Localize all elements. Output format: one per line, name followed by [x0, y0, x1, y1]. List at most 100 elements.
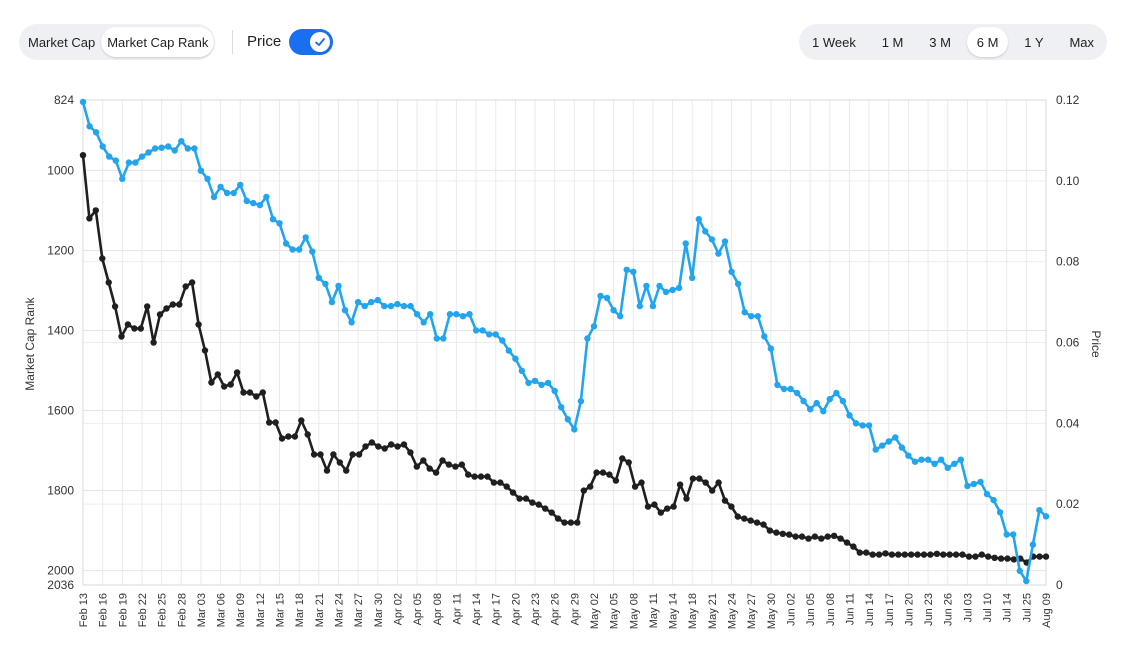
data-point — [944, 464, 951, 471]
data-point — [188, 279, 196, 286]
data-point — [805, 535, 812, 542]
data-point — [651, 501, 658, 508]
data-point — [400, 302, 408, 310]
data-point — [266, 419, 273, 426]
price-toggle[interactable] — [289, 29, 333, 55]
data-point — [728, 503, 735, 510]
data-point — [343, 467, 350, 474]
range-tab-6-months[interactable]: 6 M — [966, 27, 1009, 57]
data-point — [221, 383, 228, 390]
chart-grid — [82, 99, 1047, 586]
data-point — [518, 367, 526, 374]
data-point — [237, 181, 244, 189]
range-tab-3-months[interactable]: 3 M — [929, 34, 951, 50]
data-point — [269, 216, 277, 223]
data-point — [413, 463, 420, 470]
data-point — [176, 301, 183, 308]
tab-market-cap-rank[interactable]: Market Cap Rank — [101, 27, 215, 57]
range-tab-max[interactable]: Max — [1069, 34, 1094, 50]
data-point — [272, 419, 279, 426]
x-tick-label: Apr 05 — [412, 593, 424, 625]
x-tick-label: Feb 25 — [157, 593, 169, 627]
data-point — [400, 441, 408, 448]
data-point — [983, 490, 991, 498]
data-point — [531, 377, 539, 385]
data-point — [394, 443, 401, 450]
data-point — [362, 443, 369, 450]
data-point — [246, 389, 254, 396]
x-tick-label: Mar 12 — [255, 593, 267, 627]
data-point — [529, 499, 536, 506]
data-point — [169, 301, 177, 308]
data-point — [767, 345, 775, 352]
data-point — [477, 473, 485, 480]
data-point — [675, 284, 683, 292]
x-tick-label: Mar 21 — [314, 593, 326, 627]
x-tick-label: May 18 — [687, 593, 699, 629]
right-tick-label: 0.12 — [1056, 93, 1080, 107]
data-point — [298, 417, 305, 424]
x-tick-label: Jun 20 — [903, 593, 915, 626]
x-tick-label: Apr 14 — [471, 593, 483, 625]
data-point — [612, 477, 620, 484]
data-point — [977, 478, 984, 486]
data-point — [407, 449, 414, 456]
x-tick-label: Apr 11 — [451, 593, 463, 625]
data-point — [471, 473, 478, 480]
x-tick-label: May 08 — [628, 593, 640, 629]
data-point — [197, 167, 205, 174]
data-point — [348, 319, 355, 326]
data-point — [361, 302, 368, 310]
data-point — [715, 479, 722, 486]
data-point — [895, 551, 902, 558]
data-point — [972, 553, 979, 560]
data-point — [458, 461, 465, 468]
data-point — [985, 553, 992, 560]
data-point — [606, 471, 613, 478]
x-tick-label: Feb 13 — [78, 593, 90, 627]
range-tab-1-month[interactable]: 1 M — [881, 34, 904, 50]
data-point — [99, 255, 106, 262]
data-point — [617, 313, 624, 320]
left-tick-label: 1400 — [47, 323, 74, 337]
data-point — [940, 551, 947, 558]
data-point — [538, 381, 545, 389]
data-point — [911, 458, 919, 465]
data-point — [905, 452, 912, 459]
data-point — [201, 347, 209, 354]
data-point — [798, 533, 806, 540]
data-point — [381, 445, 388, 452]
data-point — [696, 475, 703, 482]
data-point — [439, 457, 446, 464]
data-point — [374, 296, 381, 304]
series-line — [81, 155, 1046, 564]
x-tick-label: Apr 20 — [510, 593, 522, 625]
data-point — [479, 327, 486, 334]
data-point — [240, 389, 247, 396]
tab-market-cap[interactable]: Market Cap — [28, 34, 96, 50]
data-point — [296, 246, 303, 253]
data-point — [990, 496, 997, 504]
data-point — [243, 197, 250, 205]
x-tick-label: Apr 17 — [491, 593, 503, 625]
data-point — [466, 311, 473, 318]
data-point — [587, 483, 594, 490]
data-point — [217, 183, 224, 191]
data-point — [792, 533, 799, 540]
data-point — [888, 551, 896, 558]
range-tab-1-year[interactable]: 1 Y — [1024, 34, 1044, 50]
data-point — [709, 487, 716, 494]
data-point — [938, 456, 945, 463]
range-tab-1-week[interactable]: 1 Week — [812, 34, 856, 50]
data-point — [1042, 553, 1050, 560]
data-point — [951, 460, 958, 467]
data-point — [599, 469, 607, 476]
data-point — [138, 153, 146, 160]
data-point — [310, 451, 318, 458]
x-tick-label: Jul 25 — [1021, 593, 1033, 622]
data-point — [683, 495, 690, 502]
data-point — [322, 280, 329, 288]
data-point — [779, 530, 786, 537]
data-point — [548, 509, 555, 516]
data-point — [826, 395, 833, 403]
